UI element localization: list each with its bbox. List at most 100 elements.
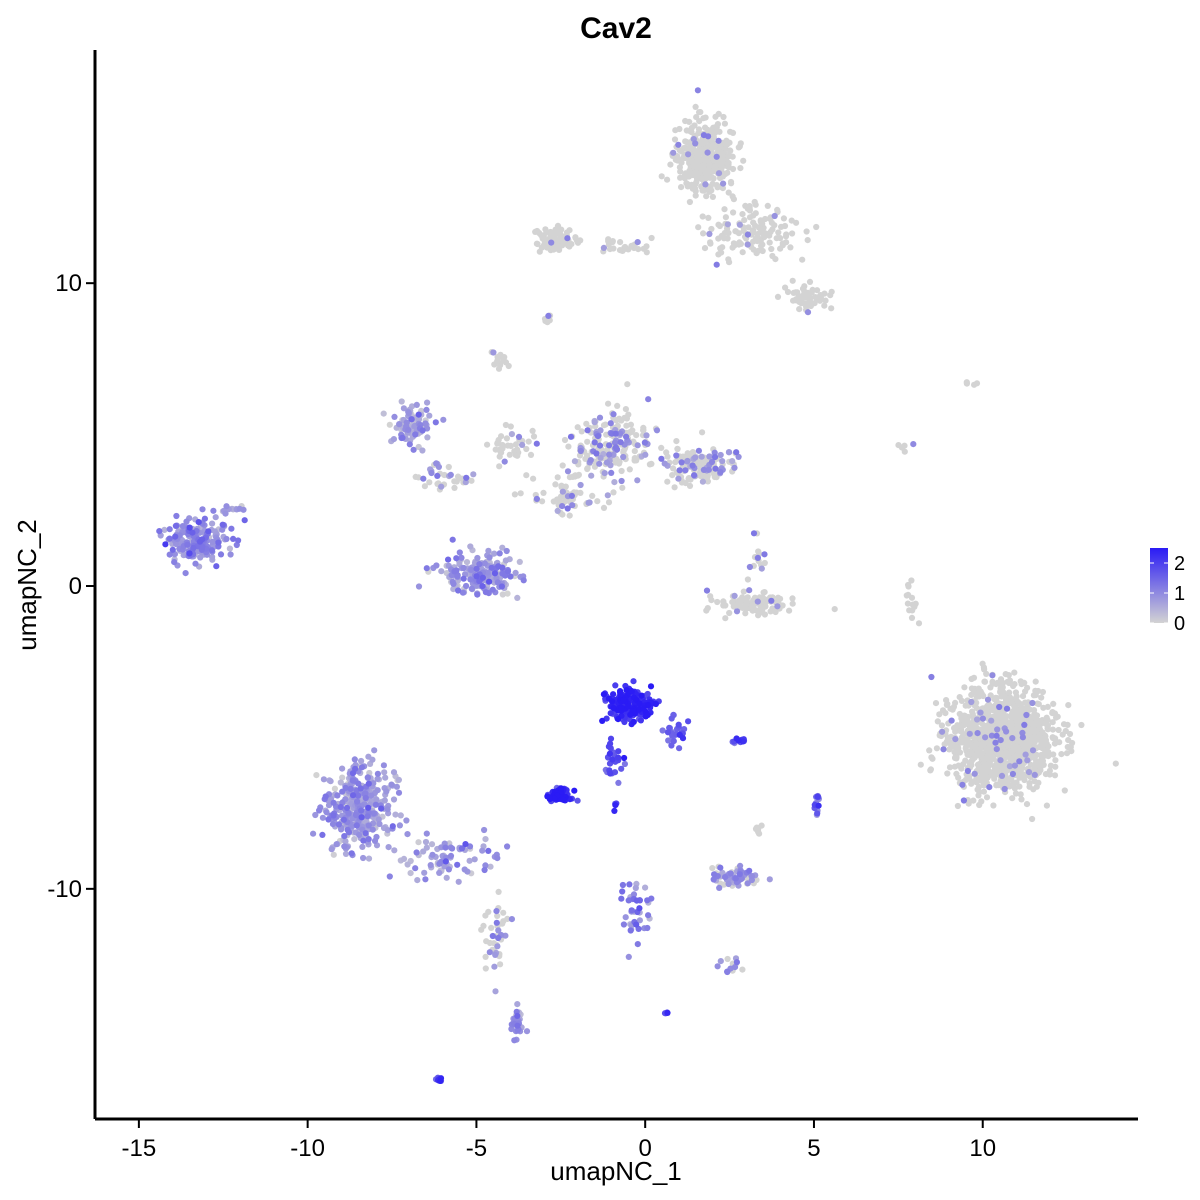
- data-point: [451, 484, 458, 491]
- data-point: [672, 127, 679, 134]
- data-point: [619, 888, 626, 895]
- data-point: [501, 354, 508, 361]
- data-point: [423, 565, 430, 572]
- data-point: [977, 709, 984, 716]
- data-point: [817, 294, 825, 301]
- data-point: [974, 716, 981, 723]
- data-point: [184, 541, 191, 548]
- data-point: [1024, 739, 1031, 746]
- data-point: [739, 966, 746, 973]
- data-point: [223, 535, 230, 543]
- data-point: [507, 423, 514, 430]
- data-point: [676, 731, 683, 739]
- data-point: [1009, 735, 1016, 742]
- data-point: [241, 517, 248, 524]
- data-point: [671, 136, 679, 143]
- data-point: [691, 169, 698, 176]
- data-point: [182, 570, 189, 577]
- data-point: [750, 530, 758, 537]
- data-point: [1017, 748, 1024, 755]
- data-point: [604, 492, 611, 499]
- data-point: [544, 319, 551, 326]
- data-point: [727, 178, 735, 186]
- data-point: [405, 426, 412, 433]
- data-point: [697, 109, 704, 116]
- data-point: [345, 829, 353, 836]
- data-point: [694, 176, 701, 183]
- data-point: [617, 430, 624, 437]
- data-point: [1032, 678, 1039, 685]
- data-point: [478, 926, 485, 933]
- data-point: [546, 794, 553, 801]
- data-point: [376, 820, 383, 828]
- data-point: [540, 489, 547, 496]
- x-tick-label: 10: [969, 1135, 996, 1162]
- data-point: [964, 751, 971, 758]
- data-point: [473, 573, 480, 580]
- data-point: [479, 583, 486, 590]
- data-point: [757, 237, 764, 244]
- data-point: [434, 472, 441, 479]
- data-point: [989, 678, 996, 685]
- data-point: [664, 176, 671, 183]
- data-point: [745, 224, 752, 231]
- data-point: [753, 824, 760, 831]
- data-point: [492, 988, 499, 995]
- data-point: [589, 492, 596, 499]
- data-point: [342, 838, 349, 845]
- data-point: [362, 790, 369, 797]
- data-point: [1039, 752, 1046, 760]
- data-point: [1011, 669, 1018, 676]
- data-point: [1030, 725, 1037, 732]
- data-point: [744, 231, 752, 238]
- data-point: [421, 483, 428, 490]
- data-point: [349, 770, 357, 777]
- data-point: [529, 427, 536, 434]
- data-point: [679, 453, 687, 460]
- data-point: [796, 306, 803, 313]
- data-point: [490, 349, 497, 356]
- data-point: [960, 797, 968, 804]
- data-point: [986, 768, 993, 775]
- data-point: [591, 463, 599, 470]
- data-point: [908, 594, 916, 601]
- data-point: [199, 536, 206, 543]
- data-point: [328, 846, 335, 853]
- data-point: [699, 187, 706, 194]
- data-point: [192, 560, 199, 567]
- data-point: [496, 550, 503, 557]
- data-point: [533, 495, 541, 502]
- data-point: [718, 232, 725, 239]
- data-point: [554, 507, 561, 514]
- data-point: [551, 795, 558, 802]
- data-point: [312, 811, 319, 819]
- data-point: [539, 498, 546, 505]
- data-point: [669, 472, 676, 479]
- data-point: [574, 797, 581, 804]
- data-point: [560, 796, 567, 803]
- data-point: [343, 804, 351, 812]
- data-point: [458, 554, 465, 561]
- data-point: [1003, 705, 1011, 712]
- data-point: [440, 416, 447, 423]
- data-point: [733, 959, 741, 966]
- data-point: [746, 587, 753, 594]
- data-point: [558, 483, 565, 490]
- data-point: [391, 847, 398, 854]
- data-point: [499, 544, 506, 551]
- data-point: [481, 826, 488, 834]
- data-point: [733, 608, 741, 615]
- data-point: [503, 435, 510, 442]
- data-point: [1037, 743, 1044, 750]
- data-point: [512, 569, 519, 577]
- data-point: [596, 460, 603, 467]
- data-point: [989, 706, 996, 714]
- data-point: [569, 502, 576, 509]
- data-point: [704, 478, 712, 485]
- data-point: [496, 453, 503, 460]
- data-point: [365, 804, 372, 811]
- data-point: [564, 505, 571, 512]
- data-point: [349, 777, 356, 784]
- data-point: [467, 543, 474, 550]
- data-point: [814, 287, 821, 294]
